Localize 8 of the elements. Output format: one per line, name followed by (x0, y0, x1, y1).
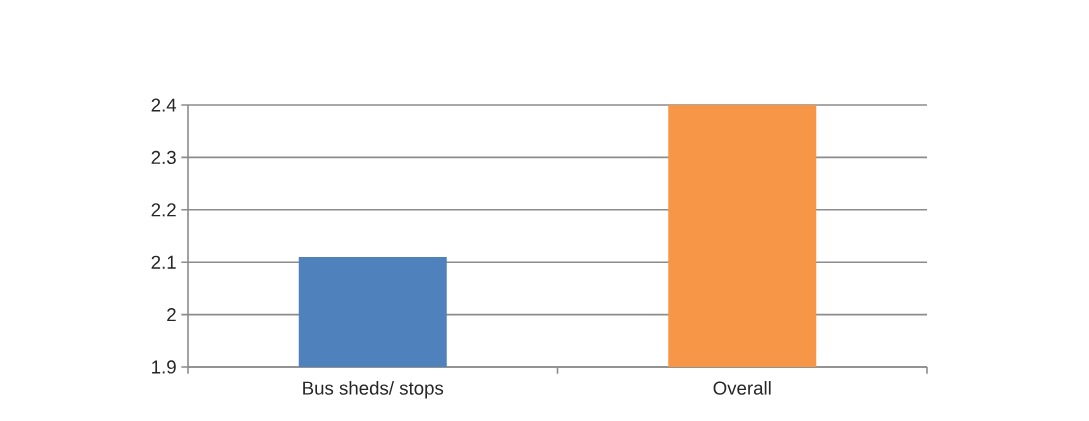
x-tick-label: Overall (713, 381, 771, 395)
y-tick-label: 2.1 (151, 255, 176, 269)
y-tick-label: 2 (167, 308, 176, 322)
y-tick-label: 2.2 (151, 203, 176, 217)
x-tick-label: Bus sheds/ stops (303, 381, 444, 399)
y-tick-label: 2.3 (151, 150, 176, 165)
y-tick-label: 2.4 (151, 98, 177, 112)
y-tick-label: 1.9 (152, 360, 176, 374)
